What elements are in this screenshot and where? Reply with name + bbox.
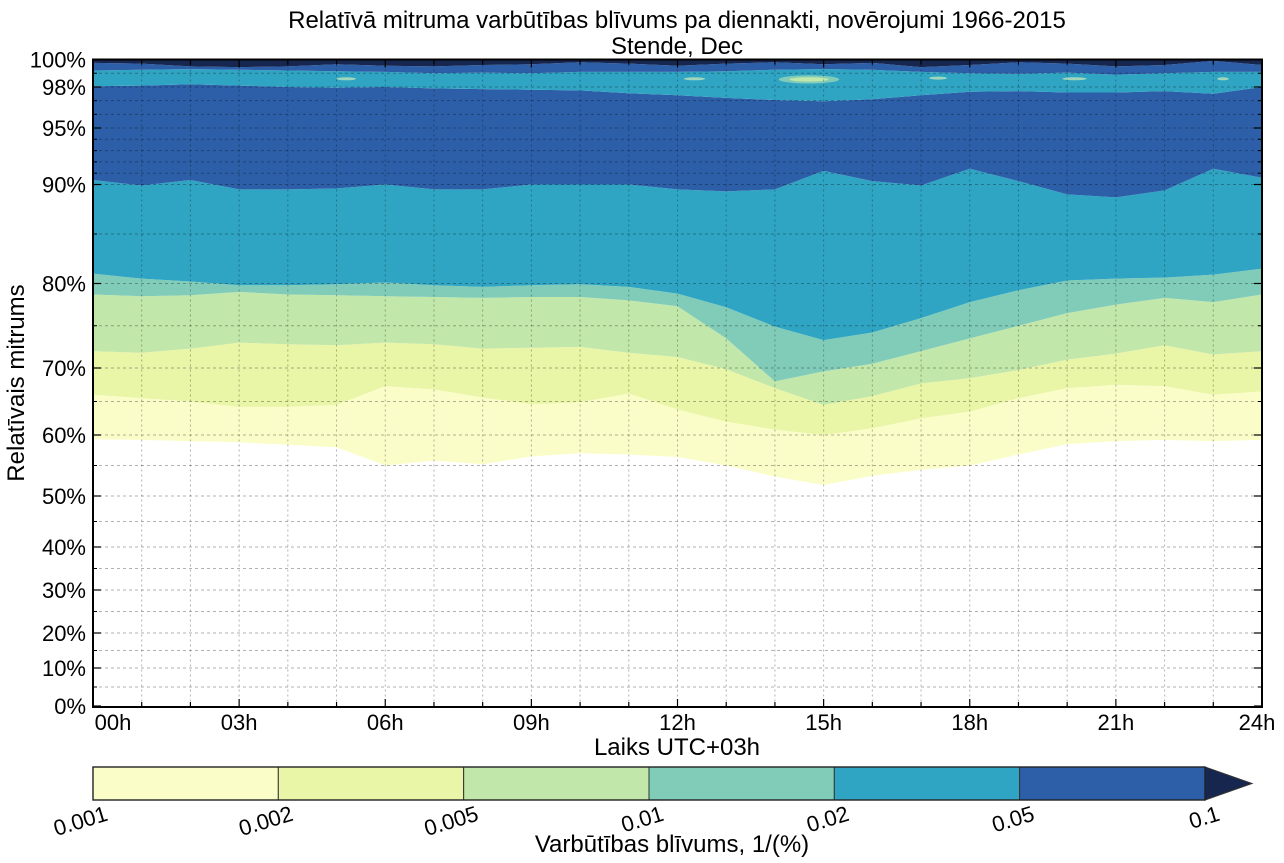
- contour-island-4: [929, 76, 947, 80]
- x-tick-label-06h: 06h: [367, 710, 404, 735]
- colorbar-tick-label-0.05: 0.05: [989, 801, 1037, 837]
- colorbar-segment-0.005: [463, 766, 650, 801]
- contour-bands: [93, 59, 1262, 485]
- y-tick-label-100%: 100%: [30, 48, 86, 73]
- y-tick-label-60%: 60%: [42, 423, 86, 448]
- y-tick-label-20%: 20%: [42, 621, 86, 646]
- colorbar-segment-0.002: [277, 766, 465, 801]
- colorbar-outline: [92, 766, 1206, 801]
- band-0.05-0.1: [93, 84, 1262, 198]
- band-0.001-0.002: [93, 384, 1262, 485]
- chart-title: Relatīvā mitruma varbūtības blīvums pa d…: [288, 7, 1066, 34]
- plot-border: [92, 58, 1263, 708]
- x-tick-label-18h: 18h: [951, 710, 988, 735]
- y-tick-label-70%: 70%: [42, 356, 86, 381]
- y-tick-label-40%: 40%: [42, 535, 86, 560]
- band-0.01-0.02: [93, 268, 1262, 382]
- chart-subtitle: Stende, Dec: [611, 33, 743, 60]
- y-tick-label-10%: 10%: [42, 656, 86, 681]
- x-axis-title: Laiks UTC+03h: [594, 734, 760, 761]
- colorbar-title: Varbūtības blīvums, 1/(%): [535, 831, 809, 858]
- x-tick-label-12h: 12h: [659, 710, 696, 735]
- contour-islands: [336, 75, 1229, 84]
- colorbar: [92, 766, 1254, 801]
- y-tick-label-90%: 90%: [42, 173, 86, 198]
- x-tick-label-03h: 03h: [221, 710, 258, 735]
- y-tick-label-50%: 50%: [42, 484, 86, 509]
- y-tick-label-95%: 95%: [42, 116, 86, 141]
- x-tick-label-00h: 00h: [95, 710, 132, 735]
- colorbar-tick-label-0.001: 0.001: [50, 801, 110, 841]
- colorbar-tick-label-0.002: 0.002: [236, 801, 296, 841]
- colorbar-segment-0.01: [648, 766, 835, 801]
- x-axis-tick-labels: 00h 03h 06h 09h 12h 15h 18h 21h 24h: [95, 710, 1276, 735]
- band-top-0.05-0.1: [93, 60, 1262, 75]
- colorbar-tick-label-0.02: 0.02: [804, 801, 852, 837]
- y-axis-title: Relatīvais mitrums: [3, 284, 30, 481]
- x-tick-label-24h: 24h: [1239, 710, 1276, 735]
- band-0.005-0.01: [93, 291, 1262, 405]
- y-tick-label-30%: 30%: [42, 578, 86, 603]
- band-0.002-0.005: [93, 342, 1262, 435]
- x-tick-label-09h: 09h: [513, 710, 550, 735]
- band-0.02-0.05: [93, 168, 1262, 341]
- contour-island-5: [1062, 77, 1087, 81]
- gridlines: [93, 59, 1262, 707]
- contour-island-6: [1217, 77, 1229, 81]
- band-top-0.02-0.05: [93, 69, 1262, 102]
- colorbar-segment-0.05: [1019, 766, 1206, 801]
- contour-island-3: [683, 77, 706, 81]
- colorbar-segment-0.02: [833, 766, 1021, 801]
- y-tick-label-98%: 98%: [42, 75, 86, 100]
- y-tick-label-80%: 80%: [42, 272, 86, 297]
- contour-island-2: [336, 77, 356, 81]
- colorbar-tick-label-0.005: 0.005: [421, 801, 481, 841]
- x-tick-label-21h: 21h: [1098, 710, 1135, 735]
- y-tick-label-0%: 0%: [54, 694, 86, 719]
- contour-island-1: [789, 77, 829, 82]
- colorbar-tick-label-0.1: 0.1: [1186, 801, 1223, 834]
- colorbar-segment-0.001: [92, 766, 279, 801]
- x-tick-label-15h: 15h: [805, 710, 842, 735]
- y-axis-tick-labels: 0% 10% 20% 30% 40% 50% 60% 70% 80% 90% 95% 98%100%: [30, 48, 86, 720]
- colorbar-overflow-arrow: [1204, 766, 1254, 801]
